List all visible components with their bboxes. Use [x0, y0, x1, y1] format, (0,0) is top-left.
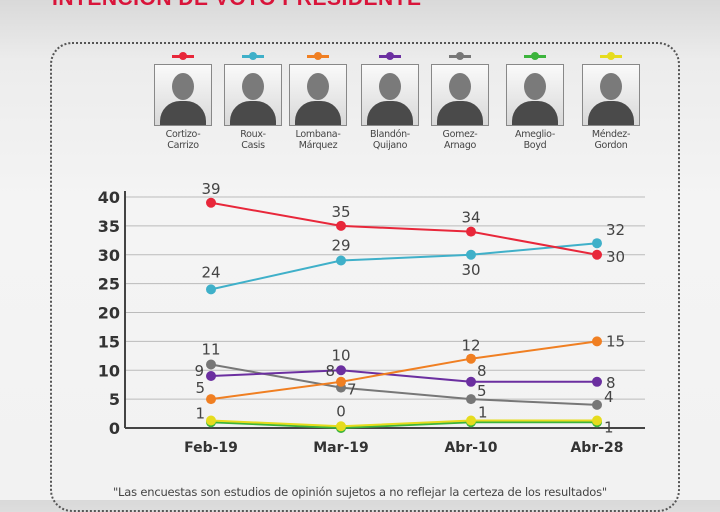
data-point — [206, 415, 216, 426]
data-point — [206, 284, 216, 295]
data-point — [592, 415, 602, 426]
candidate-photo — [361, 64, 419, 126]
data-label: 30 — [461, 261, 480, 279]
candidate-photo — [154, 64, 212, 126]
footnote: "Las encuestas son estudios de opinión s… — [112, 485, 608, 499]
series-line-0 — [210, 201, 598, 256]
candidate-name: Cortizo- Carrizo — [165, 129, 201, 151]
candidate-5: Ameglio- Boyd — [506, 52, 564, 151]
data-label: 0 — [336, 402, 346, 420]
candidate-1: Roux- Casis — [224, 52, 282, 151]
data-label: 15 — [606, 332, 625, 350]
data-label: 5 — [477, 382, 487, 400]
data-label: 35 — [331, 203, 350, 221]
series-line-6 — [210, 419, 597, 428]
data-point — [466, 353, 476, 364]
y-tick-label: 25 — [98, 275, 120, 294]
data-label: 34 — [461, 209, 480, 227]
chart-title: INTENCIÓN DE VOTO PRESIDENTE — [52, 0, 422, 11]
data-label: 9 — [194, 362, 204, 380]
data-point — [336, 365, 346, 376]
data-label: 32 — [606, 221, 625, 239]
x-tick-label: Abr-10 — [444, 440, 497, 456]
data-point — [206, 359, 216, 370]
series-marker-icon — [379, 52, 401, 60]
candidate-name: Roux- Casis — [240, 129, 266, 151]
data-point — [466, 226, 476, 237]
series-line-3 — [210, 369, 597, 383]
candidate-6: Méndez- Gordon — [582, 52, 640, 151]
data-label: 1 — [195, 404, 205, 422]
y-tick-label: 5 — [109, 390, 120, 409]
data-label: 29 — [331, 237, 350, 255]
x-tick-label: Abr-28 — [570, 440, 623, 456]
candidate-0: Cortizo- Carrizo — [154, 52, 212, 151]
data-point — [466, 249, 476, 260]
data-label: 8 — [606, 374, 616, 392]
candidate-photo — [506, 64, 564, 126]
candidate-photo — [582, 64, 640, 126]
data-label: 12 — [461, 337, 480, 355]
data-label: 1 — [604, 418, 614, 436]
y-tick-label: 10 — [98, 361, 120, 380]
y-tick-label: 30 — [98, 246, 120, 265]
series-line-4 — [210, 363, 598, 406]
data-label: 30 — [606, 248, 625, 266]
candidate-name: Lombana- Márquez — [295, 129, 341, 151]
candidate-2: Lombana- Márquez — [289, 52, 347, 151]
data-point — [592, 336, 602, 347]
candidate-name: Blandón- Quijano — [370, 129, 410, 151]
data-point — [336, 220, 346, 231]
series-marker-icon — [524, 52, 546, 60]
y-tick-label: 35 — [98, 217, 120, 236]
data-point — [466, 394, 476, 405]
series-line-2 — [210, 340, 598, 401]
series-marker-icon — [449, 52, 471, 60]
data-label: 8 — [477, 362, 487, 380]
data-label: 24 — [201, 263, 220, 281]
data-label: 39 — [201, 180, 220, 198]
data-point — [592, 238, 602, 249]
y-tick-label: 15 — [98, 332, 120, 351]
data-point — [206, 394, 216, 405]
data-label: 7 — [347, 381, 357, 399]
x-tick-label: Mar-19 — [313, 440, 369, 456]
data-point — [592, 399, 602, 410]
y-tick-label: 0 — [109, 419, 120, 438]
candidate-name: Ameglio- Boyd — [515, 129, 555, 151]
data-point — [336, 376, 346, 387]
data-label: 4 — [604, 388, 614, 406]
data-label: 5 — [195, 379, 205, 397]
data-label: 1 — [478, 403, 488, 421]
data-point — [592, 249, 602, 260]
series-marker-icon — [172, 52, 194, 60]
candidate-name: Gomez- Arnago — [442, 129, 478, 151]
data-point — [336, 421, 346, 432]
candidate-name: Méndez- Gordon — [591, 129, 631, 151]
y-tick-label: 20 — [98, 304, 120, 323]
data-point — [336, 255, 346, 266]
data-label: 10 — [331, 346, 350, 364]
candidate-4: Gomez- Arnago — [431, 52, 489, 151]
data-label: 11 — [201, 340, 220, 358]
series-line-5 — [210, 421, 597, 430]
series-line-1 — [210, 242, 598, 291]
candidate-photo — [289, 64, 347, 126]
data-point — [466, 376, 476, 387]
data-point — [206, 197, 216, 208]
data-point — [466, 415, 476, 426]
candidate-3: Blandón- Quijano — [361, 52, 419, 151]
x-tick-label: Feb-19 — [184, 440, 238, 456]
series-marker-icon — [242, 52, 264, 60]
data-label: 8 — [325, 362, 335, 380]
y-tick-label: 40 — [98, 188, 120, 207]
candidate-photo — [224, 64, 282, 126]
data-point — [206, 371, 216, 382]
data-point — [592, 376, 602, 387]
candidate-photo — [431, 64, 489, 126]
series-marker-icon — [307, 52, 329, 60]
series-marker-icon — [600, 52, 622, 60]
candidate-legend: Cortizo- Carrizo Roux- Casis Lombana- Márqu… — [0, 52, 720, 162]
